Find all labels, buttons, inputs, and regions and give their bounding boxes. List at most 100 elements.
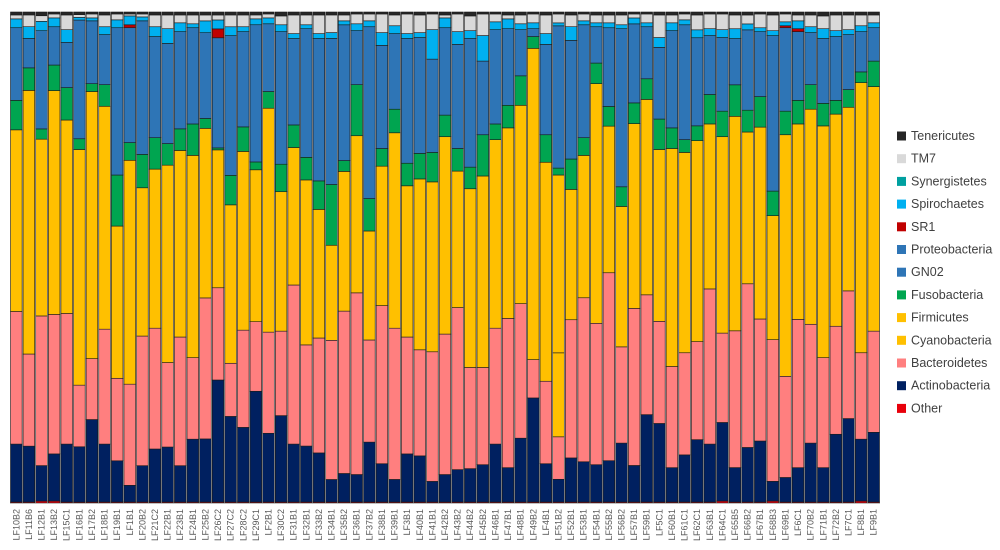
bar-segment-bacteroidetes-lf11b6 [22, 353, 36, 447]
bar-segment-bacteroidetes-lf16b1 [73, 384, 86, 448]
legend-label-spirochaetes: Spirochaetes [911, 197, 984, 211]
bar-segment-bacteroidetes-lf21c2 [148, 327, 162, 450]
x-tick-label: LF1B1 [125, 509, 135, 536]
bar-segment-tenericutes-lf30c2 [274, 11, 288, 17]
bar-segment-proteobacteria-lf25b2 [199, 32, 212, 119]
bar-segment-firmicutes-lf71b1 [817, 125, 830, 358]
bar-segment-firmicutes-lf38b1 [375, 165, 389, 306]
bar-segment-fusobacteria-lf52b1 [564, 158, 578, 190]
legend-label-fusobacteria: Fusobacteria [911, 288, 983, 302]
bar-segment-spirochaetes-lf3b1 [401, 33, 414, 39]
bar-segment-tm7-lf69b1 [779, 13, 792, 23]
x-tick-label: LF38B1 [377, 509, 387, 541]
bar-segment-firmicutes-lf3b1 [401, 185, 414, 338]
bar-segment-tenericutes-lf8b1 [854, 11, 868, 16]
bar-segment-bacteroidetes-lf42b2 [438, 333, 452, 475]
bar-segment-fusobacteria-lf42b2 [438, 114, 452, 138]
bar-segment-tm7-lf39b1 [388, 14, 401, 27]
bar-segment-tm7-lf49b2 [527, 13, 540, 24]
bar-segment-bacteroidetes-lf43b2 [451, 307, 464, 470]
bar-segment-sr1-lf1b1 [123, 24, 136, 29]
bar-segment-bacteroidetes-lf20b2 [136, 335, 149, 466]
bar-segment-fusobacteria-lf48b1 [514, 75, 527, 106]
bar-segment-firmicutes-lf21c2 [148, 168, 162, 329]
bar-segment-actinobacteria-lf37b2 [363, 441, 376, 503]
legend-label-firmicutes: Firmicutes [911, 311, 969, 325]
bar-segment-proteobacteria-lf22b1 [161, 43, 174, 144]
bar-segment-tenericutes-lf17b2 [85, 11, 99, 15]
bar-segment-proteobacteria-lf38b1 [375, 45, 389, 149]
bar-segment-proteobacteria-lf17b2 [85, 20, 99, 84]
bar-segment-spirochaetes-lf56b2 [615, 24, 628, 30]
legend-item-synergistetes: Synergistetes [897, 174, 987, 188]
bar-segment-proteobacteria-lf52b1 [564, 40, 578, 160]
bar-segment-bacteroidetes-lf29c1 [249, 321, 262, 392]
bar-stack-lf51b2 [552, 11, 565, 504]
bar-segment-bacteroidetes-lf33b2 [312, 337, 326, 454]
bar-segment-proteobacteria-lf40b1 [413, 37, 426, 154]
bar-segment-firmicutes-lf28c2 [237, 151, 250, 331]
bar-segment-actinobacteria-lf12b1 [35, 465, 48, 502]
bar-segment-spirochaetes-lf23b1 [174, 22, 187, 32]
bar-segment-spirochaetes-lf42b2 [438, 17, 452, 29]
bar-segment-spirochaetes-lf6c1 [791, 20, 805, 30]
bar-segment-proteobacteria-lf63b1 [703, 35, 716, 95]
x-tick-label: LF47B1 [503, 509, 513, 541]
x-tick-label: LF26C2 [213, 509, 223, 541]
bar-segment-tm7-lf38b1 [375, 13, 389, 33]
bar-segment-spirochaetes-lf5c1 [653, 37, 666, 48]
x-tick-label: LF25B2 [200, 509, 210, 541]
bar-segment-firmicutes-lf13b2 [48, 90, 61, 315]
legend-swatch-synergistetes [897, 176, 906, 186]
bar-stack-lf11b6 [22, 11, 36, 504]
bar-segment-actinobacteria-lf49b2 [527, 397, 540, 503]
bar-segment-fusobacteria-lf46b1 [489, 123, 502, 140]
bar-segment-actinobacteria-lf45b2 [476, 464, 489, 503]
bar-segment-tm7-lf65b5 [728, 14, 742, 30]
x-tick-label: LF13B2 [49, 509, 59, 541]
bar-segment-firmicutes-lf2b1 [262, 107, 275, 333]
bar-segment-actinobacteria-lf29c1 [249, 390, 262, 503]
bar-segment-spirochaetes-lf29c1 [249, 18, 262, 26]
bar-segment-tenericutes-lf19b1 [111, 11, 124, 15]
bar-segment-tm7-lf33b2 [312, 14, 326, 34]
bar-segment-tenericutes-lf12b1 [35, 11, 48, 17]
bar-stack-lf25b2 [199, 11, 212, 504]
bar-segment-tenericutes-lf18b1 [98, 11, 111, 16]
bar-segment-actinobacteria-lf24b1 [186, 438, 199, 503]
bar-segment-fusobacteria-lf29c1 [249, 161, 262, 171]
bar-segment-actinobacteria-lf8b1 [854, 438, 868, 502]
bar-segment-tm7-lf23b1 [174, 14, 187, 24]
bar-segment-bacteroidetes-lf59b1 [640, 294, 653, 415]
bar-segment-tm7-lf41b1 [426, 13, 439, 30]
bar-segment-bacteroidetes-lf72b2 [829, 325, 842, 435]
bar-segment-proteobacteria-lf30c2 [274, 31, 288, 165]
bar-segment-bacteroidetes-lf71b1 [817, 357, 830, 468]
legend-item-proteobacteria: Proteobacteria [897, 243, 992, 257]
bar-stack-lf69b1 [779, 11, 792, 504]
bar-segment-tm7-lf29c1 [249, 14, 262, 20]
bar-segment-spirochaetes-lf27c2 [224, 26, 237, 36]
bar-segment-spirochaetes-lf45b2 [476, 35, 489, 62]
bar-segment-firmicutes-lf59b1 [640, 99, 653, 296]
bar-stack-lf4b1 [539, 11, 552, 504]
bar-segment-fusobacteria-lf19b1 [111, 174, 124, 227]
bar-segment-bacteroidetes-lf3b1 [401, 336, 414, 455]
bar-stack-lf36b1 [350, 11, 363, 504]
bar-segment-fusobacteria-lf31b1 [287, 124, 300, 148]
bar-segment-bacteroidetes-lf56b2 [615, 346, 628, 444]
bar-segment-tenericutes-lf10b2 [10, 11, 23, 16]
bar-segment-tm7-lf64c1 [716, 13, 729, 30]
bar-segment-proteobacteria-lf8b1 [854, 31, 868, 73]
legend-swatch-bacteroidetes [897, 358, 906, 368]
bar-segment-proteobacteria-lf33b2 [312, 38, 326, 182]
bar-segment-spirochaetes-lf64c1 [716, 29, 729, 38]
bar-segment-actinobacteria-lf48b1 [514, 437, 527, 503]
bar-segment-tenericutes-lf45b2 [476, 11, 489, 15]
bar-segment-actinobacteria-lf7c1 [842, 418, 855, 503]
bar-segment-firmicutes-lf43b2 [451, 170, 464, 308]
x-tick-label: LF5C1 [654, 509, 664, 536]
bar-segment-firmicutes-lf57b1 [628, 123, 641, 309]
bar-segment-fusobacteria-lf21c2 [148, 137, 162, 170]
